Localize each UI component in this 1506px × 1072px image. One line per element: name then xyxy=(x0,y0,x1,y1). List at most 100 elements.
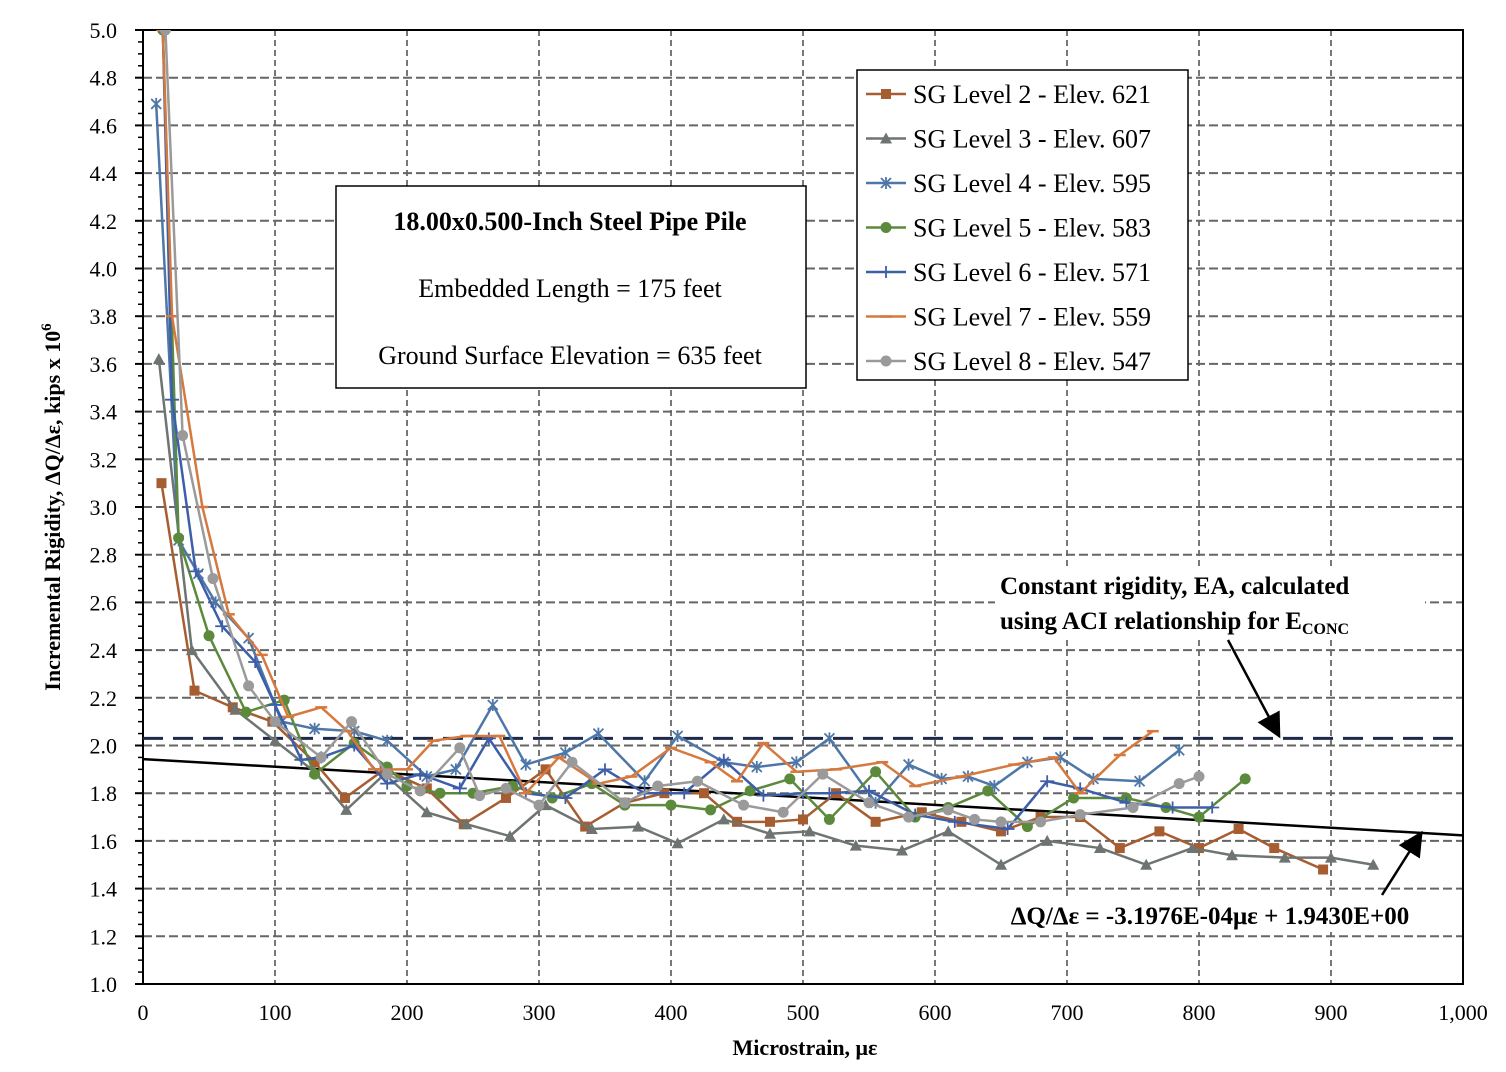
data-point xyxy=(671,837,684,849)
y-tick-label: 1.2 xyxy=(90,924,118,949)
y-tick-label: 4.8 xyxy=(90,66,118,91)
data-point xyxy=(1173,778,1185,790)
data-point xyxy=(454,742,466,754)
data-point xyxy=(691,775,703,787)
data-point xyxy=(308,722,321,735)
data-point xyxy=(790,756,803,769)
data-point xyxy=(414,785,426,797)
x-tick-label: 400 xyxy=(655,1000,688,1025)
data-point xyxy=(1041,834,1054,846)
y-tick-label: 2.0 xyxy=(90,734,118,759)
data-point xyxy=(717,813,730,825)
data-point xyxy=(1114,843,1125,854)
legend-label: SG Level 8 - Elev. 547 xyxy=(913,347,1151,376)
legend-label: SG Level 7 - Elev. 559 xyxy=(913,303,1151,332)
data-point xyxy=(823,732,836,745)
data-point xyxy=(421,783,432,794)
grid xyxy=(143,30,1463,984)
data-point xyxy=(585,822,598,834)
x-tick-label: 900 xyxy=(1315,1000,1348,1025)
data-point xyxy=(744,785,756,797)
data-point xyxy=(533,799,545,811)
x-tick-label: 1,000 xyxy=(1438,1000,1488,1025)
constant-rigidity-annotation: Constant rigidity, EA, calculated using … xyxy=(995,568,1425,739)
data-point xyxy=(1040,775,1055,788)
annotation-constant-line1: Constant rigidity, EA, calculated xyxy=(1000,573,1349,600)
data-point xyxy=(248,656,263,669)
data-point xyxy=(240,706,252,718)
y-tick-label: 5.0 xyxy=(90,18,118,43)
data-point xyxy=(592,727,605,740)
data-point xyxy=(863,797,875,809)
axes xyxy=(135,29,1464,985)
data-point xyxy=(969,813,981,825)
data-point xyxy=(156,478,167,489)
tick-labels: 0 100 200 300 400 500 600 700 800 900 1,000 1.0 1.2 1… xyxy=(90,18,1488,1025)
data-point xyxy=(1173,744,1185,757)
data-point xyxy=(822,787,837,800)
data-point xyxy=(243,680,255,692)
data-point xyxy=(995,858,1007,870)
legend: SG Level 2 - Elev. 621 SG Level 3 - Elev.… xyxy=(856,69,1189,381)
data-point xyxy=(450,763,462,776)
data-point xyxy=(1000,822,1015,835)
y-tick-label: 2.4 xyxy=(90,638,118,663)
data-point xyxy=(420,806,433,818)
series-lines xyxy=(143,30,1463,875)
data-point xyxy=(203,630,215,642)
y-tick-label: 2.6 xyxy=(90,590,118,615)
data-point xyxy=(638,775,651,788)
data-point xyxy=(434,787,446,799)
data-point xyxy=(185,644,198,656)
data-point xyxy=(705,804,717,816)
equation-text: ΔQ/Δε = -3.1976E-04με + 1.9430E+00 xyxy=(1011,903,1410,930)
data-point xyxy=(995,816,1007,828)
y-tick-label: 3.4 xyxy=(90,400,118,425)
y-tick-label: 4.2 xyxy=(90,209,118,234)
data-point xyxy=(803,825,816,837)
data-point xyxy=(229,703,242,715)
data-point xyxy=(503,830,516,842)
data-point xyxy=(1205,801,1220,814)
data-point xyxy=(732,816,742,827)
data-point xyxy=(381,734,393,747)
data-point xyxy=(896,844,908,856)
data-point xyxy=(460,818,473,830)
data-point xyxy=(339,792,350,803)
data-point xyxy=(598,763,612,776)
data-point xyxy=(817,768,829,780)
data-point xyxy=(870,816,881,827)
data-point xyxy=(1035,816,1047,828)
data-point xyxy=(947,815,962,828)
y-tick-label: 4.0 xyxy=(90,257,118,282)
data-point xyxy=(903,811,915,823)
x-tick-label: 0 xyxy=(138,1000,149,1025)
data-point xyxy=(487,698,499,711)
y-tick-label: 1.4 xyxy=(90,877,118,902)
data-point xyxy=(632,820,644,832)
data-point xyxy=(413,768,428,781)
data-point xyxy=(784,773,796,785)
data-point xyxy=(716,753,731,766)
data-point xyxy=(777,806,789,818)
x-tick-label: 500 xyxy=(787,1000,820,1025)
legend-marker xyxy=(880,222,892,233)
data-point xyxy=(315,751,327,763)
data-point xyxy=(942,804,954,816)
legend-marker xyxy=(879,266,893,278)
y-tick-label: 3.2 xyxy=(90,447,118,472)
data-point xyxy=(481,732,496,745)
data-point xyxy=(177,429,189,441)
textbox-line1: Embedded Length = 175 feet xyxy=(418,274,722,303)
equation-annotation: ΔQ/Δε = -3.1976E-04με + 1.9430E+00 xyxy=(975,830,1450,932)
y-tick-label: 2.8 xyxy=(90,543,118,568)
y-tick-label: 2.2 xyxy=(90,686,118,711)
data-point xyxy=(902,758,915,771)
data-point xyxy=(665,799,677,811)
data-point xyxy=(652,780,664,792)
info-textbox: 18.00x0.500-Inch Steel Pipe Pile Embedde… xyxy=(335,185,807,389)
data-point xyxy=(268,698,282,711)
y-tick-label: 1.6 xyxy=(90,829,118,854)
x-tick-label: 800 xyxy=(1183,1000,1216,1025)
data-point xyxy=(916,807,927,818)
